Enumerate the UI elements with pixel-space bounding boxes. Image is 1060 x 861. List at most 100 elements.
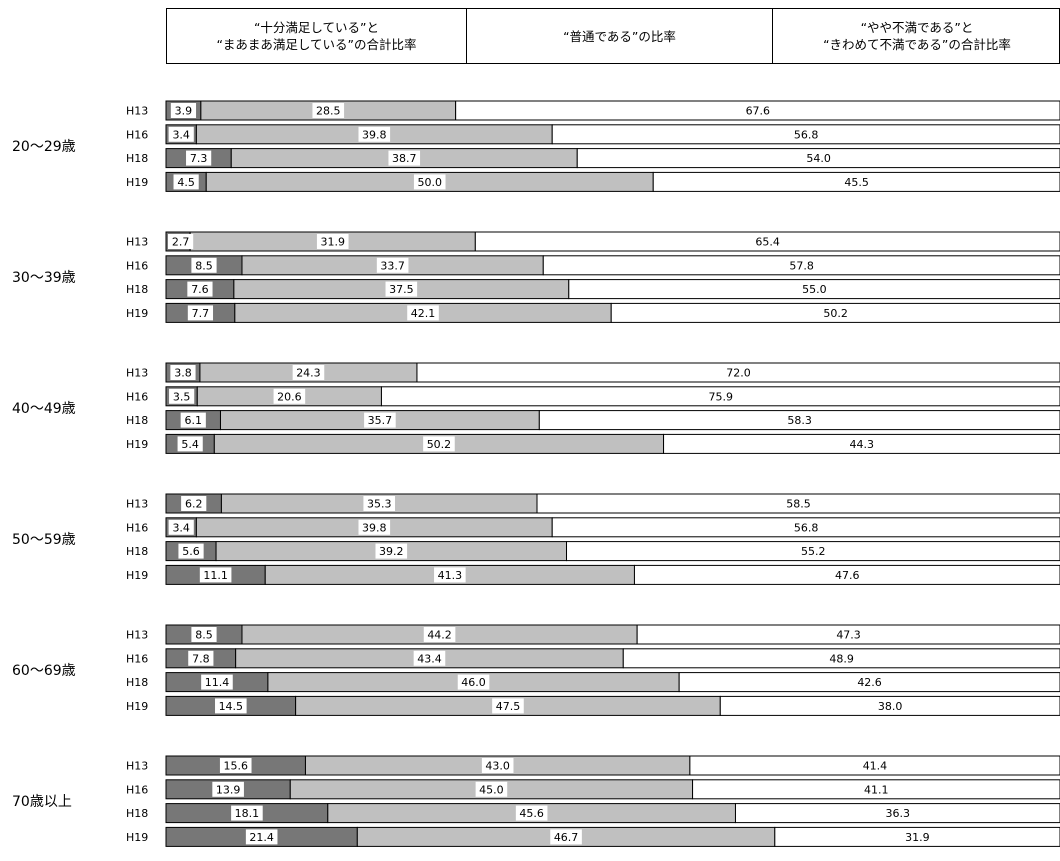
label-satisfied-1-3-bg [186,150,212,166]
label-dissatisfied-4-3: 55.2 [801,545,826,558]
label-satisfied-6-1-bg [219,758,252,773]
label-dissatisfied-4-4: 47.6 [835,569,860,582]
label-neutral-6-1: 43.0 [485,760,510,773]
row-label-1-3: H18 [126,152,148,165]
label-dissatisfied-4-2: 56.8 [794,521,819,534]
chart-legend: “十分満足している”と “まあまあ満足している”の合計比率 “普通である”の比率… [166,8,1060,64]
label-satisfied-3-1-bg [170,365,196,380]
label-neutral-6-4-bg [550,829,582,845]
row-label-3-2: H16 [126,390,148,403]
label-satisfied-2-1: 2.7 [172,236,190,249]
row-label-6-1: H13 [126,760,148,773]
label-dissatisfied-2-1-bg [751,234,784,249]
row-label-5-3: H18 [126,676,148,689]
legend-satisfied-line1: “十分満足している”と [253,20,380,35]
label-neutral-5-3-bg [457,674,490,690]
label-dissatisfied-3-2-bg [704,388,737,404]
label-satisfied-2-4-bg [187,305,214,321]
legend-dissatisfied: “やや不満である”と “きわめて不満である”の合計比率 [773,9,1060,63]
label-neutral-5-2: 43.4 [417,652,442,665]
legend-satisfied-line2: “まあまあ満足している”の合計比率 [216,37,417,52]
label-satisfied-3-1: 3.8 [174,367,192,380]
label-dissatisfied-3-2: 75.9 [708,390,733,403]
label-neutral-5-3: 46.0 [461,676,486,689]
label-neutral-4-2-bg [358,519,391,535]
label-dissatisfied-1-3-bg [802,150,835,166]
label-dissatisfied-6-4: 31.9 [905,831,930,844]
label-neutral-6-3-bg [515,805,548,821]
label-dissatisfied-4-3-bg [797,543,830,559]
legend-dissatisfied-line1: “やや不満である”と [860,20,974,35]
label-satisfied-5-4-bg [215,698,247,714]
label-neutral-1-4-bg [413,174,446,190]
label-dissatisfied-1-2-bg [790,126,822,142]
label-dissatisfied-3-1: 72.0 [726,367,751,380]
row-label-4-4: H19 [126,569,148,582]
label-neutral-2-1: 31.9 [320,236,345,249]
label-neutral-4-3: 39.2 [379,545,404,558]
label-satisfied-4-4-bg [199,567,232,583]
label-dissatisfied-2-4: 50.2 [823,307,848,320]
label-dissatisfied-6-4-bg [901,829,934,845]
row-label-4-3: H18 [126,545,148,558]
label-neutral-2-2: 33.7 [380,259,405,272]
group-label-6: 70歳以上 [12,794,72,810]
label-satisfied-5-3-bg [201,674,233,690]
label-satisfied-4-3-bg [178,543,204,559]
row-label-4-1: H13 [126,498,148,511]
label-dissatisfied-2-3: 55.0 [802,283,827,296]
label-neutral-6-2-bg [475,781,508,797]
label-dissatisfied-5-2-bg [825,650,858,666]
label-satisfied-2-1-bg [168,234,194,249]
label-neutral-3-1: 24.3 [296,367,321,380]
label-satisfied-3-4: 5.4 [181,438,199,451]
label-neutral-1-2: 39.8 [362,128,387,141]
row-label-1-4: H19 [126,176,148,189]
label-satisfied-6-4-bg [245,829,278,845]
row-label-2-2: H16 [126,259,148,272]
group-label-3: 40〜49歳 [12,401,76,417]
label-dissatisfied-1-4-bg [840,174,873,190]
label-neutral-4-1: 35.3 [367,498,392,511]
label-neutral-6-1-bg [481,758,514,773]
label-satisfied-4-2-bg [168,519,194,535]
label-neutral-6-3: 45.6 [519,807,544,820]
label-satisfied-4-4: 11.1 [203,569,228,582]
group-label-1: 20〜29歳 [12,139,76,155]
label-dissatisfied-2-2-bg [785,257,818,273]
label-neutral-4-1-bg [363,496,396,511]
label-neutral-3-3: 35.7 [368,414,393,427]
label-satisfied-5-3: 11.4 [205,676,230,689]
label-dissatisfied-6-1: 41.4 [863,760,888,773]
label-neutral-2-2-bg [376,257,409,273]
label-satisfied-3-2: 3.5 [173,390,191,403]
label-satisfied-3-3: 6.1 [184,414,202,427]
label-neutral-3-4: 50.2 [427,438,452,451]
label-satisfied-2-3: 7.6 [191,283,209,296]
label-neutral-1-3: 38.7 [392,152,417,165]
label-dissatisfied-3-4: 44.3 [850,438,875,451]
label-dissatisfied-4-2-bg [790,519,822,535]
label-dissatisfied-1-1-bg [742,103,774,118]
label-dissatisfied-2-1: 65.4 [755,236,780,249]
row-label-5-1: H13 [126,629,148,642]
label-satisfied-2-2-bg [191,257,217,273]
label-satisfied-1-4-bg [173,174,199,190]
label-satisfied-4-2: 3.4 [172,521,190,534]
label-neutral-2-4-bg [407,305,439,321]
label-satisfied-1-1: 3.9 [175,105,193,118]
label-satisfied-4-3: 5.6 [182,545,200,558]
label-neutral-1-1: 28.5 [316,105,341,118]
label-dissatisfied-5-4-bg [874,698,906,714]
label-dissatisfied-6-1-bg [859,758,891,773]
label-neutral-6-2: 45.0 [479,783,504,796]
label-satisfied-3-2-bg [169,388,195,404]
label-satisfied-6-2: 13.9 [216,783,241,796]
label-neutral-1-1-bg [312,103,345,118]
label-neutral-1-3-bg [388,150,421,166]
label-satisfied-2-3-bg [187,281,213,297]
label-satisfied-6-1: 15.6 [223,760,248,773]
group-label-4: 50〜59歳 [12,532,76,548]
label-neutral-2-3-bg [385,281,418,297]
